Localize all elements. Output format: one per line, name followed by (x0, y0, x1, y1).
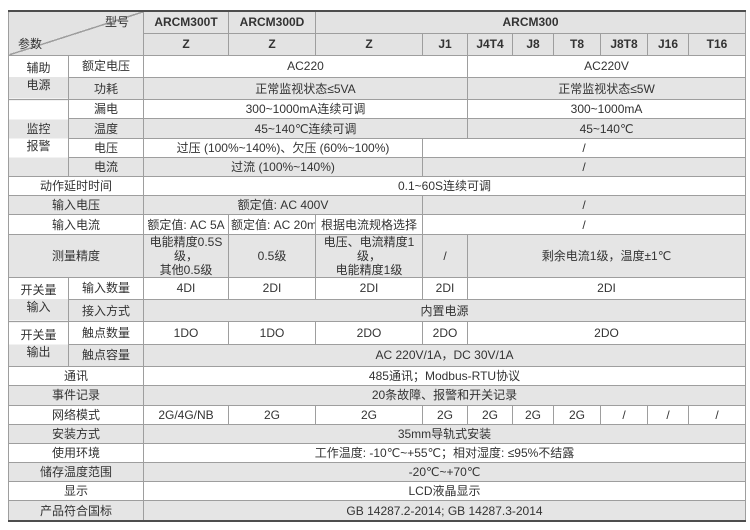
value-accuracy-3: 电压、电流精度1级， 电能精度1级 (315, 233, 423, 278)
value-network-5: 2G (512, 404, 554, 425)
value-network-8: / (647, 404, 689, 425)
value-accuracy-right: 剩余电流1级，温度±1℃ (466, 233, 747, 278)
label-action-delay: 动作延时时间 (8, 176, 144, 197)
value-display: LCD液晶显示 (142, 481, 747, 502)
value-do-2: 1DO (228, 321, 316, 345)
value-di-1: 4DI (143, 276, 229, 300)
label-do-capacity: 触点容量 (68, 343, 144, 368)
value-network-6: 2G (553, 404, 601, 425)
value-accuracy-4: / (422, 233, 468, 278)
spec-table: 型号 参数 ARCM300T ARCM300D ARCM300 Z Z Z J1… (8, 10, 747, 522)
label-do-count: 触点数量 (68, 321, 144, 345)
group-monitor-alarm: 监控 报警 (8, 99, 69, 178)
variant-z-300: Z (315, 32, 423, 56)
value-input-current-right: / (421, 214, 747, 235)
value-action-delay: 0.1~60S连续可调 (142, 176, 747, 197)
value-do-3: 2DO (315, 321, 423, 345)
value-do-1: 1DO (143, 321, 229, 345)
variant-z-t: Z (143, 32, 229, 56)
corner-model-label: 型号 (104, 15, 129, 29)
label-communication: 通讯 (8, 366, 144, 387)
value-power-right: 正常监视状态≤5W (466, 76, 747, 101)
variant-z-d: Z (228, 32, 316, 56)
label-accuracy: 测量精度 (8, 233, 144, 278)
label-input-voltage: 输入电压 (8, 195, 144, 216)
header-arcm300d: ARCM300D (228, 10, 316, 34)
label-installation: 安装方式 (8, 423, 144, 444)
value-di-3: 2DI (315, 276, 423, 300)
value-do-4: 2DO (422, 321, 468, 345)
value-do-capacity: AC 220V/1A，DC 30V/1A (142, 343, 747, 368)
corner-param-label: 参数 (18, 36, 43, 51)
value-input-voltage-right: / (421, 195, 747, 216)
value-input-current-1: 额定值: AC 5A (143, 214, 229, 235)
label-input-current: 输入电流 (8, 214, 144, 235)
value-input-current-3: 根据电流规格选择 (315, 214, 423, 235)
spec-table-container: 型号 参数 ARCM300T ARCM300D ARCM300 Z Z Z J1… (8, 10, 747, 522)
value-rated-voltage-left: AC220 (143, 54, 468, 78)
group-switch-output: 开关量 输出 (8, 321, 69, 368)
value-temperature-left: 45~140℃连续可调 (143, 118, 468, 139)
label-current: 电流 (68, 156, 144, 178)
value-rated-voltage-right: AC220V (466, 54, 747, 78)
value-network-1: 2G (228, 404, 316, 425)
variant-t16: T16 (687, 32, 747, 56)
value-di-2: 2DI (228, 276, 316, 300)
value-input-current-2: 额定值: AC 20mA (228, 214, 316, 235)
value-network-7: / (600, 404, 648, 425)
label-rated-voltage: 额定电压 (68, 54, 144, 78)
label-standard: 产品符合国标 (8, 500, 144, 522)
variant-j16: J16 (647, 32, 689, 56)
label-temperature: 温度 (68, 118, 144, 139)
label-event-record: 事件记录 (8, 385, 144, 406)
value-temperature-right: 45~140℃ (466, 118, 747, 139)
value-voltage-right: / (421, 137, 747, 158)
value-do-right: 2DO (466, 321, 747, 345)
value-di-4: 2DI (422, 276, 468, 300)
label-voltage: 电压 (68, 137, 144, 158)
variant-j4t4: J4T4 (467, 32, 513, 56)
label-network-mode: 网络模式 (8, 404, 144, 425)
value-current-left: 过流 (100%~140%) (143, 156, 423, 178)
value-voltage-left: 过压 (100%~140%)、欠压 (60%~100%) (143, 137, 423, 158)
label-power-consumption: 功耗 (68, 76, 144, 101)
value-installation: 35mm导轨式安装 (142, 423, 747, 444)
variant-t8: T8 (553, 32, 601, 56)
value-current-right: / (421, 156, 747, 178)
value-di-right: 2DI (466, 276, 747, 300)
value-storage-temp: -20℃~+70℃ (142, 462, 747, 483)
group-aux-power: 辅助 电源 (8, 54, 69, 101)
label-di-count: 输入数量 (68, 276, 144, 300)
value-environment: 工作温度: -10℃~+55℃；相对湿度: ≤95%不结露 (142, 442, 747, 464)
header-arcm300t: ARCM300T (143, 10, 229, 34)
label-di-connection: 接入方式 (68, 298, 144, 323)
label-leakage: 漏电 (68, 99, 144, 120)
label-storage-temp: 储存温度范围 (8, 462, 144, 483)
variant-j1: J1 (422, 32, 468, 56)
label-display: 显示 (8, 481, 144, 502)
value-network-2: 2G (315, 404, 423, 425)
value-event-record: 20条故障、报警和开关记录 (142, 385, 747, 406)
value-di-connection: 内置电源 (142, 298, 747, 323)
label-environment: 使用环境 (8, 442, 144, 464)
value-accuracy-1: 电能精度0.5S级， 其他0.5级 (143, 233, 229, 278)
value-network-4: 2G (467, 404, 513, 425)
value-power-left: 正常监视状态≤5VA (143, 76, 468, 101)
variant-j8t8: J8T8 (600, 32, 648, 56)
value-network-0: 2G/4G/NB (143, 404, 229, 425)
value-input-voltage-left: 额定值: AC 400V (143, 195, 423, 216)
value-network-9: / (687, 404, 747, 425)
value-leakage-right: 300~1000mA (466, 99, 747, 120)
header-arcm300: ARCM300 (314, 10, 747, 34)
value-network-3: 2G (422, 404, 468, 425)
variant-j8: J8 (512, 32, 554, 56)
group-switch-input: 开关量 输入 (8, 276, 69, 323)
value-leakage-left: 300~1000mA连续可调 (143, 99, 468, 120)
value-standard: GB 14287.2-2014; GB 14287.3-2014 (142, 500, 747, 522)
value-accuracy-2: 0.5级 (228, 233, 316, 278)
corner-cell: 型号 参数 (8, 10, 144, 56)
value-communication: 485通讯；Modbus-RTU协议 (142, 366, 747, 387)
